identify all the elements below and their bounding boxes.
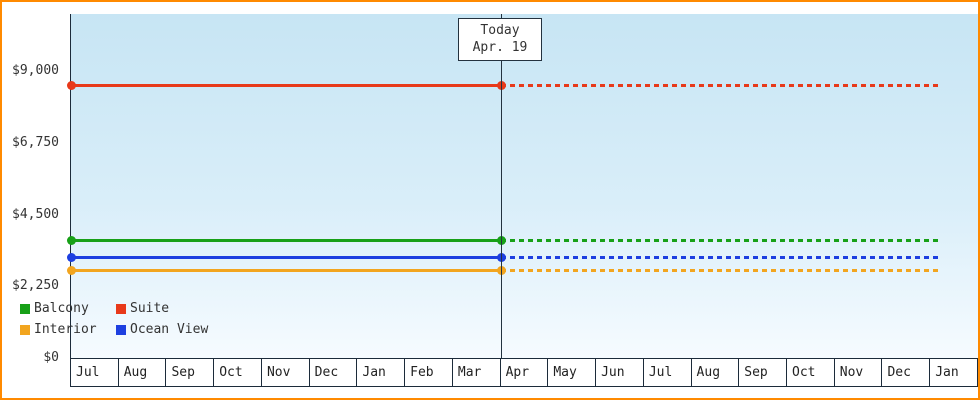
series-line-ocean-view-solid: [71, 256, 501, 260]
legend-label: Balcony: [34, 301, 89, 316]
x-axis-month-cell: Jan: [357, 359, 406, 386]
x-axis-month-cell: Nov: [835, 359, 883, 386]
series-line-balcony-solid: [71, 238, 501, 242]
x-axis-month-cell: Nov: [262, 359, 310, 386]
legend-swatch-ocean-view: [116, 324, 126, 335]
x-axis-month-cell: Jul: [644, 359, 692, 386]
x-axis-month-cell: Mar: [453, 359, 501, 386]
x-axis: Jul Aug Sep Oct Nov Dec Jan Feb Mar Apr May Jun Jul A…: [70, 358, 978, 387]
y-axis-tick-label: $0: [43, 350, 59, 365]
x-axis-month-cell: Dec: [310, 359, 358, 386]
y-axis-tick-label: $2,250: [12, 278, 59, 294]
today-marker-box: Today Apr. 19: [458, 18, 542, 61]
series-start-dot-interior: [66, 265, 76, 275]
today-label: Today: [480, 23, 520, 38]
series-start-dot-balcony: [66, 235, 76, 245]
x-axis-month-cell: Jan: [935, 365, 959, 380]
series-line-balcony-dotted: [501, 238, 941, 242]
today-vertical-line: [501, 14, 502, 358]
legend-item-suite: Suite: [116, 301, 208, 316]
y-axis-tick-label: $6,750: [12, 135, 59, 150]
legend-swatch-suite: [116, 303, 126, 314]
y-axis: $0 $2,250 $4,500 $6,750 $9,000: [2, 14, 64, 365]
x-axis-month-cell: Feb: [405, 359, 453, 386]
series-start-dot-suite: [66, 81, 76, 91]
x-axis-month-cell: Oct: [214, 359, 262, 386]
series-line-interior-solid: [71, 268, 501, 272]
y-axis-tick-label: $9,000: [12, 63, 59, 79]
series-line-ocean-view-dotted: [501, 256, 941, 260]
x-axis-month-cell: May: [548, 359, 597, 386]
x-axis-month-cell: Sep: [166, 359, 215, 386]
series-line-suite-solid: [71, 84, 501, 88]
legend-swatch-balcony: [20, 303, 30, 314]
series-line-suite-dotted: [501, 84, 941, 88]
x-axis-month-cell: Aug: [119, 359, 167, 386]
x-axis-month-cell: Aug: [692, 359, 740, 386]
legend-label: Ocean View: [130, 322, 209, 337]
x-axis-month-cell: Jul: [71, 359, 119, 386]
legend-item-ocean-view: Ocean View: [116, 322, 208, 337]
y-axis-tick-label: $4,500: [12, 206, 59, 222]
x-axis-month-cell: Apr: [501, 359, 549, 386]
x-axis-month-cell: Dec: [882, 359, 931, 386]
x-axis-month-cell: Oct: [787, 359, 835, 386]
legend-item-balcony: Balcony: [20, 301, 116, 316]
legend-label: Suite: [130, 301, 170, 316]
series-start-dot-ocean-view: [66, 253, 76, 263]
legend-swatch-interior: [20, 324, 30, 335]
legend: Balcony Suite Interior Ocean View: [20, 301, 208, 337]
x-axis-month-cell: Jun: [596, 359, 644, 386]
legend-item-interior: Interior: [20, 322, 116, 337]
series-line-interior-dotted: [501, 268, 941, 272]
x-axis-month-cell: Sep: [739, 359, 788, 386]
legend-label: Interior: [34, 322, 97, 337]
plot-area: [66, 14, 978, 358]
today-date: Apr. 19: [472, 40, 528, 55]
